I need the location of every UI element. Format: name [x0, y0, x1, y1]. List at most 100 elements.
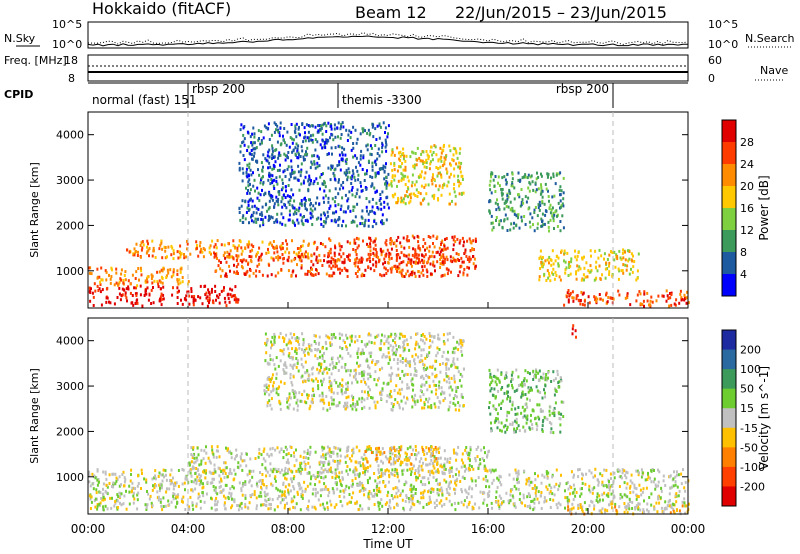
power-cell — [552, 267, 555, 271]
power-cell — [474, 237, 477, 241]
power-cell — [316, 181, 319, 185]
velocity-cell — [279, 471, 282, 475]
velocity-cell — [287, 452, 290, 456]
velocity-cell — [377, 501, 380, 505]
velocity-cell — [265, 343, 268, 347]
power-cell — [567, 262, 570, 266]
velocity-cell — [88, 480, 91, 484]
power-cell — [195, 244, 198, 247]
power-cell — [421, 159, 424, 163]
velocity-cell — [282, 473, 285, 477]
velocity-cell — [254, 457, 257, 460]
power-cell — [262, 223, 265, 227]
power-cell — [630, 252, 633, 256]
power-cell — [424, 248, 426, 252]
velocity-cell — [119, 495, 122, 498]
freq-panel: Freq. [MHz] 18 8 60 0 Nave — [4, 54, 788, 85]
power-cell — [287, 218, 290, 222]
velocity-cell — [643, 499, 645, 503]
velocity-cell — [192, 446, 195, 450]
velocity-cell — [271, 446, 274, 450]
power-cell — [306, 255, 309, 259]
power-cell — [624, 258, 627, 262]
velocity-cell — [124, 478, 127, 482]
velocity-cell — [684, 480, 687, 484]
velocity-cell — [105, 483, 108, 487]
velocity-cell — [680, 472, 683, 476]
power-cell — [312, 182, 315, 186]
velocity-cell — [498, 494, 501, 498]
velocity-cell — [289, 477, 292, 481]
velocity-cell — [321, 380, 324, 384]
velocity-cell — [363, 486, 366, 490]
power-cell — [373, 219, 376, 223]
velocity-cell — [317, 348, 320, 351]
velocity-cell — [204, 461, 207, 465]
power-cell — [304, 199, 307, 202]
power-cell — [247, 189, 249, 192]
power-cell — [251, 143, 254, 147]
velocity-cell — [418, 501, 421, 505]
power-cell — [459, 170, 462, 174]
velocity-cell — [291, 480, 293, 484]
velocity-cell — [295, 458, 298, 462]
velocity-cell — [174, 483, 177, 487]
power-cell — [636, 293, 639, 297]
power-cell — [263, 124, 266, 128]
power-cell — [312, 133, 315, 137]
power-cell — [99, 280, 102, 284]
velocity-cell — [390, 446, 393, 450]
power-cell — [541, 219, 544, 223]
power-cell — [299, 133, 301, 137]
power-cell — [319, 187, 321, 191]
velocity-cell — [657, 468, 659, 472]
power-cell — [122, 281, 125, 285]
power-cell — [180, 298, 182, 302]
power-cell — [361, 257, 364, 261]
power-cell — [360, 189, 363, 193]
power-cell — [229, 249, 232, 253]
power-cell — [382, 249, 385, 253]
power-cell — [271, 216, 274, 220]
power-cell — [427, 235, 430, 238]
velocity-cell — [390, 402, 393, 405]
power-cell — [548, 229, 550, 233]
velocity-cell — [93, 474, 96, 478]
power-cell — [339, 127, 342, 131]
velocity-cell — [279, 332, 282, 335]
velocity-cell — [537, 474, 539, 478]
velocity-cell — [255, 496, 258, 500]
velocity-cell — [334, 446, 337, 450]
power-cell — [101, 288, 104, 292]
velocity-cell — [468, 463, 471, 467]
velocity-cell — [360, 481, 363, 485]
power-cell — [685, 301, 688, 305]
velocity-cell — [323, 487, 326, 491]
power-cell — [282, 216, 285, 220]
velocity-cell — [181, 497, 184, 501]
power-cell — [282, 138, 285, 142]
power-cell — [375, 250, 378, 254]
velocity-cell — [628, 507, 631, 511]
velocity-cell — [443, 472, 446, 476]
velocity-cell — [638, 471, 641, 475]
power-cell — [297, 144, 300, 148]
power-cell — [350, 188, 353, 192]
velocity-cell — [296, 490, 299, 494]
velocity-cell — [214, 508, 217, 512]
velocity-cell — [194, 472, 197, 475]
velocity-cell — [357, 347, 360, 351]
velocity-cell — [307, 456, 310, 460]
power-cell — [554, 210, 557, 214]
power-cell — [249, 135, 252, 139]
power-cell — [248, 178, 251, 182]
power-cell — [433, 193, 436, 197]
power-cell — [313, 160, 316, 164]
velocity-cell — [395, 334, 398, 338]
velocity-cell — [351, 448, 354, 452]
velocity-cell — [255, 482, 258, 486]
power-cell — [283, 202, 286, 206]
velocity-cell — [496, 476, 499, 480]
power-cell — [276, 124, 279, 128]
power-cell — [557, 264, 560, 268]
